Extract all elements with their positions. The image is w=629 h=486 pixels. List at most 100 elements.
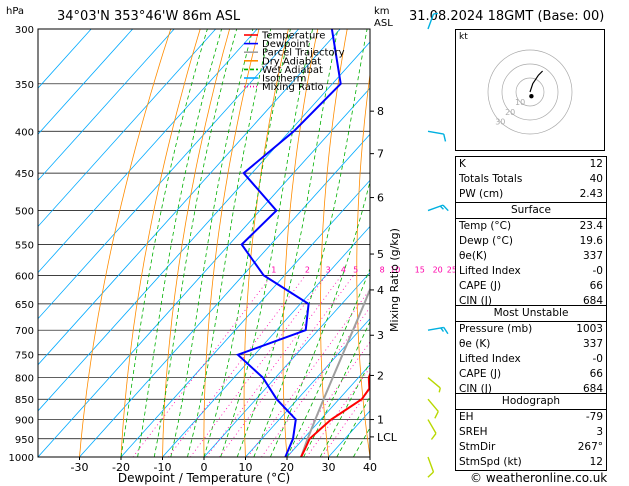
km-tick-label: 7 — [377, 148, 384, 161]
legend-label: Mixing Ratio — [262, 82, 324, 93]
table-row: Dewp (°C) 19.6 — [456, 234, 606, 249]
km-tick-label: 5 — [377, 248, 384, 261]
isotherm-line — [286, 364, 370, 457]
dry-adiabat-line — [426, 29, 453, 457]
wet-adiabat-line — [120, 29, 208, 457]
mixing-ratio-line — [206, 275, 342, 457]
legend-label: Parcel Trajectory — [262, 48, 345, 59]
row-value: 12 — [589, 158, 603, 170]
x-tick-label: 10 — [239, 461, 253, 474]
legend-label: Temperature — [261, 31, 325, 42]
table-row: θe (K) 337 — [456, 337, 606, 352]
wet-adiabat-line — [187, 29, 272, 457]
table-row: CIN (J) 684 — [456, 382, 606, 397]
row-value: 66 — [589, 368, 603, 380]
wet-adiabat-line — [153, 29, 238, 457]
row-value: 3 — [596, 426, 603, 438]
row-label: StmDir — [459, 441, 496, 453]
hodograph-frame — [455, 29, 605, 151]
table-title: Hodograph — [456, 394, 606, 410]
row-label: SREH — [459, 426, 488, 438]
row-label: Temp (°C) — [459, 220, 512, 232]
wet-adiabat-line — [319, 361, 370, 457]
pressure-tick-label: 600 — [15, 271, 34, 282]
pressure-tick-label: 750 — [15, 351, 34, 362]
dry-adiabat-line — [120, 29, 201, 457]
table-row: PW (cm) 2.43 — [456, 187, 606, 202]
row-label: K — [459, 158, 466, 170]
wind-barb — [427, 12, 438, 30]
pressure-tick-label: 650 — [15, 300, 34, 311]
isotherm-line — [38, 29, 216, 228]
run-datetime: 31.08.2024 18GMT (Base: 00) — [409, 9, 605, 24]
row-value: 337 — [582, 338, 603, 350]
mixing-ratio-line — [321, 387, 370, 457]
mixing-ratio-label: 10 — [390, 265, 400, 274]
row-value: 40 — [589, 173, 603, 185]
table-row: CAPE (J) 66 — [456, 367, 606, 382]
mixing-ratio-label: 25 — [447, 265, 457, 274]
temperature-line — [300, 371, 370, 457]
isotherm-line — [38, 29, 299, 320]
mixing-ratio-label: 15 — [415, 265, 425, 274]
row-label: EH — [459, 411, 474, 423]
legend-label: Dry Adiabat — [262, 56, 321, 67]
hodograph-ring-label: 10 — [515, 98, 525, 107]
wet-adiabat-line — [220, 29, 313, 457]
wind-barb — [427, 398, 439, 419]
parcel-trajectory-line — [300, 286, 370, 457]
row-value: 66 — [589, 280, 603, 292]
wet-adiabat-line — [336, 395, 370, 457]
hodograph-ring — [515, 77, 545, 107]
hodograph-trace — [529, 70, 544, 93]
wind-barb — [427, 130, 447, 142]
table-row: Temp (°C) 23.4 — [456, 219, 606, 234]
table-row: Lifted Index -0 — [456, 264, 606, 279]
wind-barb — [427, 419, 437, 440]
row-value: 267° — [577, 441, 603, 453]
hodograph-unit-label: kt — [459, 32, 468, 42]
mixing-ratio-label: 5 — [353, 265, 358, 274]
km-tick-label: 6 — [377, 192, 384, 205]
pressure-tick-label: 500 — [15, 207, 34, 218]
row-label: Dewp (°C) — [459, 235, 513, 247]
x-tick-label: 30 — [322, 461, 336, 474]
wind-barb — [427, 456, 435, 478]
km-tick-label: 2 — [377, 369, 384, 382]
mixing-ratio-label: 4 — [341, 265, 346, 274]
asl-label: ASL — [374, 18, 393, 29]
wind-barb — [427, 326, 449, 335]
km-tick-label: 3 — [377, 329, 384, 342]
wind-barb — [427, 377, 441, 393]
pressure-tick-label: 1000 — [9, 453, 34, 464]
wind-barb — [427, 204, 449, 212]
km-tick-label: 1 — [377, 414, 384, 427]
x-tick-label: -20 — [112, 461, 130, 474]
table-row: Lifted Index -0 — [456, 352, 606, 367]
row-value: -0 — [592, 265, 603, 277]
dry-adiabat-line — [243, 29, 289, 457]
km-tick-label: 8 — [377, 105, 384, 118]
wet-adiabat-line — [253, 29, 368, 457]
row-label: CAPE (J) — [459, 280, 502, 292]
row-value: -79 — [585, 411, 603, 423]
credit-text: © weatheronline.co.uk — [470, 471, 608, 485]
isotherm-line — [245, 318, 370, 457]
row-value: 23.4 — [579, 220, 603, 232]
wet-adiabat-line — [137, 29, 222, 457]
isotherm-line — [38, 29, 175, 181]
pressure-tick-label: 550 — [15, 240, 34, 251]
mixing-ratio-label: 20 — [433, 265, 443, 274]
isotherm-line — [38, 29, 133, 135]
table-row: EH -79 — [456, 410, 606, 425]
table-row: Totals Totals 40 — [456, 172, 606, 187]
table-row: θe(K) 337 — [456, 249, 606, 264]
mixing-ratio-line — [247, 288, 370, 457]
row-value: 1003 — [576, 323, 603, 335]
row-label: CIN (J) — [459, 383, 492, 395]
wet-adiabat-line — [203, 29, 291, 457]
surface-table: Surface Temp (°C) 23.4 Dewp (°C) 19.6 θe(K) 33… — [455, 202, 607, 310]
row-label: CAPE (J) — [459, 368, 502, 380]
wet-adiabat-line — [303, 320, 370, 457]
pressure-tick-label: 350 — [15, 80, 34, 91]
